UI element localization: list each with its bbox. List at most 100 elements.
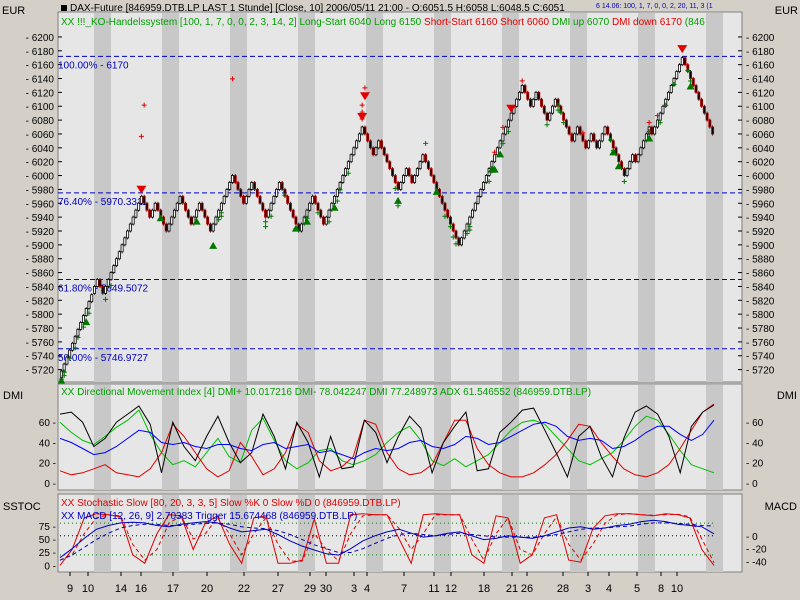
brick-up <box>600 133 604 142</box>
sell-marker <box>492 149 498 155</box>
buy-marker <box>447 224 453 230</box>
price-grid <box>58 36 742 371</box>
brick-up <box>471 209 475 218</box>
time-tick-label: 7 <box>401 583 407 595</box>
brick-up <box>603 126 607 135</box>
price-tick-label: - 5760 <box>26 338 55 349</box>
short-entry-triangle <box>506 104 517 113</box>
brick-up <box>653 126 657 135</box>
brick-up <box>134 209 138 218</box>
short-entry-triangle <box>359 92 370 101</box>
sstoc-macd-panel[interactable] <box>57 493 743 573</box>
indicator-segment: Long-Start 6040 <box>297 17 372 28</box>
time-tick-label: 10 <box>671 583 683 595</box>
price-tick-label: - 5900 <box>746 241 775 252</box>
brick-down <box>316 202 320 211</box>
brick-down <box>410 175 414 183</box>
time-tick-label: 27 <box>272 583 284 595</box>
sstoc-title: XX Stochastic Slow [80, 20, 3, 3, 5] Slo… <box>61 498 401 509</box>
brick-up <box>517 91 521 100</box>
brick-up <box>598 140 601 149</box>
price-tick-label: - 5840 <box>26 282 55 293</box>
day-band <box>230 13 247 382</box>
brick-up <box>666 91 670 100</box>
brick-down <box>253 182 257 190</box>
brick-down <box>570 133 574 142</box>
sell-marker <box>229 76 235 82</box>
brick-down <box>186 209 190 218</box>
brick-down <box>98 279 102 287</box>
day-bands <box>94 13 723 382</box>
brick-up <box>167 223 171 232</box>
long-entry-triangle <box>614 162 623 170</box>
brick-down <box>388 161 392 170</box>
time-tick-label: 3 <box>351 583 357 595</box>
brick-down <box>440 195 444 204</box>
sell-marker <box>654 113 660 119</box>
brick-up <box>93 286 96 294</box>
price-tick-label: - 5780 <box>746 324 775 335</box>
buy-marker <box>555 102 561 108</box>
time-tick-label: 8 <box>658 583 664 595</box>
sstoc-label: SSTOC <box>3 501 41 513</box>
price-tick-label: - 5880 <box>26 255 55 266</box>
day-band <box>570 13 587 382</box>
short-entry-triangle <box>677 45 688 54</box>
brick-down <box>391 168 394 176</box>
brick-down <box>529 98 532 107</box>
day-band <box>298 385 315 490</box>
price-tick-label: - 6100 <box>26 102 55 113</box>
buy-marker <box>500 140 506 146</box>
brick-up <box>247 188 251 197</box>
dmi-panel[interactable] <box>57 383 743 491</box>
day-band <box>162 495 179 572</box>
brick-down <box>562 112 566 121</box>
brick-down <box>368 140 372 149</box>
brick-up <box>482 182 486 190</box>
long-entry-triangle <box>686 82 695 90</box>
dmi-series-line <box>59 419 715 460</box>
buy-marker <box>263 219 269 225</box>
buy-marker <box>561 120 567 126</box>
day-band <box>638 495 655 572</box>
day-band <box>366 13 383 382</box>
macd-tick-label: - -40 <box>746 558 767 569</box>
time-tick-label: 3 <box>585 583 591 595</box>
sell-marker <box>519 78 525 84</box>
dmi-tick-label: - 0 <box>746 479 758 490</box>
brick-down <box>242 195 245 204</box>
brick-up <box>357 133 361 142</box>
brick-up <box>415 168 419 176</box>
price-tick-label: - 5740 <box>746 352 775 363</box>
price-tick-label: - 5740 <box>26 352 55 363</box>
brick-down <box>184 202 188 211</box>
brick-down <box>526 91 530 100</box>
brick-up <box>402 175 406 183</box>
brick-down <box>380 140 383 149</box>
buy-marker <box>268 213 274 219</box>
dmi-lines <box>59 403 715 479</box>
price-tick-label: - 5800 <box>746 310 775 321</box>
buy-marker <box>505 129 511 135</box>
day-band <box>706 495 723 572</box>
time-tick-label: 12 <box>445 583 457 595</box>
dmi-tick-label: 20 - <box>39 459 56 470</box>
buy-marker <box>558 109 564 115</box>
brick-up <box>495 147 499 156</box>
sell-marker <box>362 85 368 91</box>
fib-label: 76.40% - 5970.3311 <box>58 197 148 208</box>
time-tick-label: 21 <box>506 583 518 595</box>
brick-up <box>628 161 632 170</box>
brick-up <box>175 202 179 211</box>
price-tick-label: - 6020 <box>746 158 775 169</box>
dmi-series-line <box>59 403 715 478</box>
brick-up <box>625 168 629 176</box>
buy-marker <box>442 213 448 219</box>
brick-up <box>655 119 659 128</box>
price-axis-left: - 5720 - 5740 - 5760 - 5780 - 5800 - 5820 - 58… <box>26 33 55 377</box>
brick-down <box>540 98 544 107</box>
long-entry-triangle <box>490 165 499 173</box>
brick-down <box>396 182 400 190</box>
buy-marker <box>646 129 652 135</box>
